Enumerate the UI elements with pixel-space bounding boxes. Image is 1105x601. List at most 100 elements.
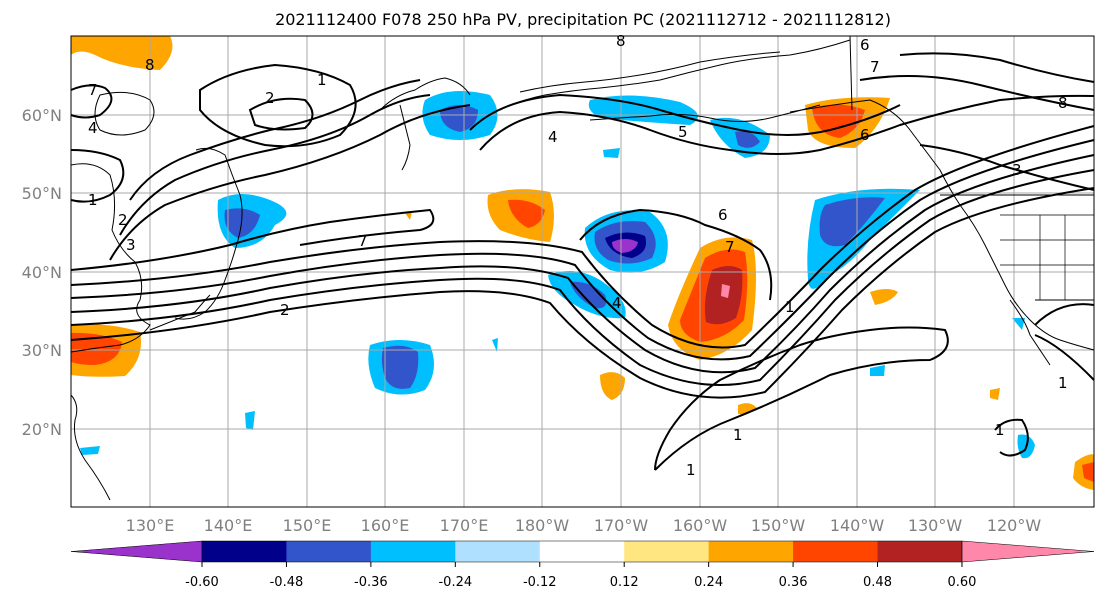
- contour-label: 7: [358, 232, 368, 250]
- contour-label: 6: [860, 126, 870, 144]
- contour-label: 2: [118, 211, 128, 229]
- latitude-labels: 60°N 50°N 40°N 30°N 20°N: [22, 106, 62, 439]
- neg-anomaly: [1012, 318, 1025, 330]
- lon-label: 180°W: [515, 516, 570, 535]
- pos-anomaly: [405, 212, 412, 220]
- pos-anomaly: [508, 199, 545, 228]
- lat-label: 20°N: [22, 420, 62, 439]
- pos-anomaly: [71, 36, 173, 70]
- contour-label: 1: [785, 298, 795, 316]
- pos-anomaly: [870, 289, 898, 305]
- neg-anomaly: [819, 197, 885, 247]
- pv-contour: [919, 144, 1095, 191]
- lon-label: 130°E: [126, 516, 175, 535]
- neg-anomaly: [870, 365, 885, 376]
- colorbar-tick-label: -0.24: [438, 575, 472, 590]
- neg-anomaly: [381, 345, 419, 389]
- pv-contour: [129, 79, 421, 201]
- pos-anomaly: [71, 332, 122, 365]
- pv-contour: [70, 169, 1095, 386]
- colorbar-segment: [877, 541, 963, 562]
- coastline-bering: [499, 39, 851, 111]
- lat-label: 40°N: [22, 263, 62, 282]
- lat-label: 50°N: [22, 184, 62, 203]
- coastline-kamchatka: [379, 77, 471, 111]
- neg-anomaly: [612, 239, 638, 253]
- colorbar-tick-label: -0.36: [354, 575, 388, 590]
- pv-contour: [70, 125, 1095, 349]
- lon-label: 150°W: [751, 516, 806, 535]
- contour-label: 8: [616, 32, 626, 50]
- neg-anomaly: [245, 411, 255, 430]
- figure-title: 2021112400 F078 250 hPa PV, precipitatio…: [275, 10, 891, 29]
- lon-label: 130°W: [908, 516, 963, 535]
- neg-anomaly: [588, 95, 698, 125]
- pv-contour: [899, 52, 1095, 83]
- graticule: [71, 36, 1094, 507]
- pos-anomaly: [990, 388, 1000, 400]
- coastline-philippines: [70, 394, 111, 501]
- colorbar-arrow-left: [70, 540, 203, 563]
- pos-anomaly: [812, 104, 865, 138]
- lat-label: 60°N: [22, 106, 62, 125]
- colorbar-segment: [793, 541, 879, 562]
- colorbar-arrow-right: [961, 540, 1095, 563]
- contour-label: 2: [265, 89, 275, 107]
- lon-label: 170°E: [440, 516, 489, 535]
- colorbar-tick-label: 0.60: [947, 575, 976, 590]
- colorbar-tick-label: 0.48: [863, 575, 892, 590]
- colorbar-segment: [455, 541, 541, 562]
- contour-label: 5: [678, 123, 688, 141]
- coastline-kyushu: [149, 294, 211, 331]
- pv-contour: [70, 208, 435, 271]
- contour-label: 3: [1012, 161, 1022, 179]
- border-alaska-canada: [849, 35, 853, 111]
- pv-contour: [859, 75, 1095, 111]
- pv-contour: [109, 104, 471, 261]
- pos-anomaly: [600, 372, 625, 400]
- pv-contour: [1034, 303, 1095, 381]
- pv-contour: [579, 208, 773, 301]
- colorbar-segments: [202, 541, 963, 562]
- coastline-alaska-north: [519, 51, 781, 93]
- colorbar: -0.60 -0.48 -0.36 -0.24 -0.12 0.12 0.24 0.36 0.4…: [70, 540, 1095, 590]
- coastline-okhotsk: [94, 91, 155, 136]
- pv-contour: [70, 154, 1095, 374]
- state-borders: [1000, 214, 1094, 300]
- pos-anomaly: [738, 403, 757, 415]
- pv-contour: [70, 187, 1095, 399]
- coastline-kamchatka-east: [399, 104, 411, 171]
- pv-contour: [70, 139, 1095, 361]
- contour-label: 2: [280, 301, 290, 319]
- colorbar-segment: [708, 541, 794, 562]
- contour-label: 1: [686, 461, 696, 479]
- lat-label: 30°N: [22, 341, 62, 360]
- colorbar-segment: [370, 541, 456, 562]
- contour-labels: 2 1 4 7 8 1 2 3 7 2 4 5 6 6 7 8 1 3 6 7 …: [88, 32, 1068, 479]
- neg-anomaly: [735, 131, 760, 148]
- contour-label: 1: [1058, 374, 1068, 392]
- colorbar-tick-label: -0.48: [270, 575, 304, 590]
- lon-label: 170°W: [594, 516, 649, 535]
- colorbar-frame: [201, 540, 963, 563]
- pv-contour: [994, 418, 1029, 457]
- neg-anomaly: [603, 148, 620, 158]
- pv-contour: [119, 94, 431, 236]
- neg-anomaly: [492, 338, 498, 352]
- lon-label: 140°E: [204, 516, 253, 535]
- contour-label: 8: [145, 56, 155, 74]
- contour-label: 7: [88, 81, 98, 99]
- colorbar-segment: [286, 541, 372, 562]
- lon-label: 140°W: [830, 516, 885, 535]
- contour-label: 3: [126, 236, 136, 254]
- pv-contours: [70, 52, 1095, 471]
- pv-contour: [469, 93, 901, 136]
- contour-label: 4: [88, 119, 98, 137]
- pos-anomaly: [721, 284, 730, 298]
- colorbar-segment: [202, 541, 287, 562]
- contour-label: 4: [612, 294, 622, 312]
- contour-label: 4: [548, 128, 558, 146]
- lon-label: 160°W: [673, 516, 728, 535]
- pv-contour: [654, 326, 949, 471]
